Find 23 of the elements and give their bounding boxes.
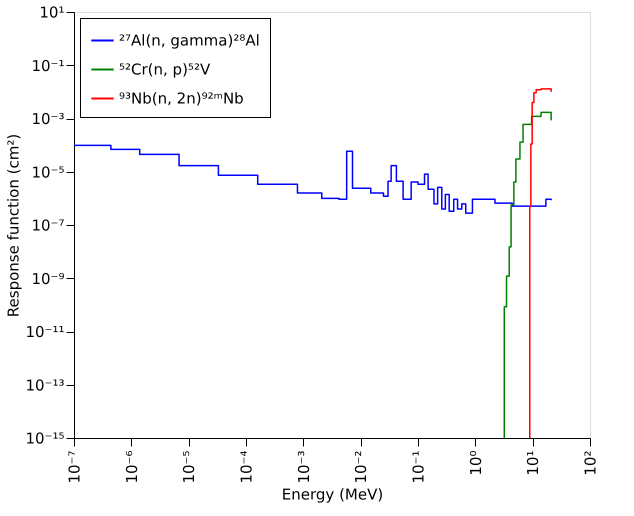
y-tick-label: 10⁻³ [31,110,64,128]
y-tick-label: 10⁻⁹ [31,270,64,288]
y-tick-label: 10¹ [39,4,64,22]
x-tick-label: 10⁻³ [294,450,313,484]
y-tick-label: 10⁻¹³ [25,376,64,394]
y-tick-label: 10⁻⁷ [31,216,64,234]
x-axis-title: Energy (MeV) [282,486,384,504]
x-tick-label: 10⁻² [352,450,370,484]
legend-label: ⁵²Cr(n, p)⁵²V [119,60,211,78]
y-axis-title: Response function (cm²) [4,134,22,318]
x-tick-label: 10⁰ [466,450,485,476]
legend-label: ⁹³Nb(n, 2n)⁹²ᵐNb [119,90,244,108]
x-tick-label: 10⁻¹ [410,450,428,484]
x-tick-label: 10² [582,450,600,476]
x-tick-label: 10⁻⁴ [238,450,256,484]
x-tick-label: 10⁻⁵ [180,450,198,484]
y-tick-label: 10⁻¹⁵ [25,430,64,448]
y-tick-label: 10⁻¹¹ [25,323,64,341]
legend-label: ²⁷Al(n, gamma)²⁸Al [119,32,260,50]
x-tick-label: 10⁻⁶ [122,450,141,484]
y-tick-label: 10⁻⁵ [31,163,64,182]
y-tick-label: 10⁻¹ [31,56,64,75]
x-tick-label: 10¹ [524,450,542,476]
